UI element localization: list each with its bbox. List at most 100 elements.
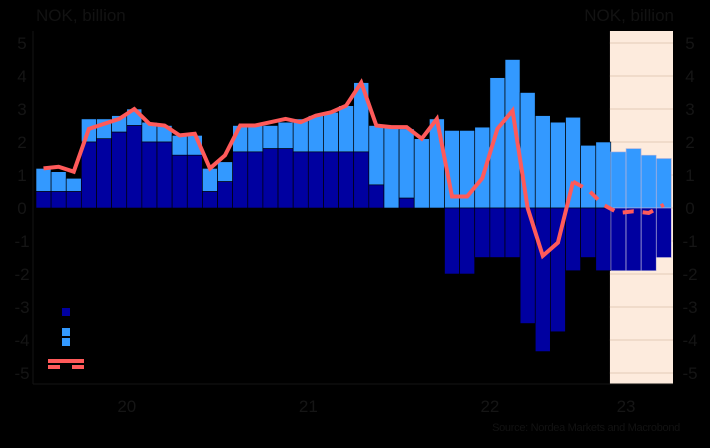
bar-dark <box>156 141 173 209</box>
bar-light <box>534 115 551 209</box>
right-axis-title: NOK, billion <box>584 6 674 25</box>
y-tick-label-right: 0 <box>685 199 694 218</box>
bar-dark <box>353 151 370 209</box>
dark-bar-swatch <box>62 308 70 316</box>
bar-light <box>625 148 642 209</box>
bar-dark <box>398 197 415 209</box>
y-tick-label-left: -3 <box>14 298 29 317</box>
bar-dark <box>126 125 143 209</box>
y-tick-label-right: 2 <box>685 133 694 152</box>
bar-light <box>656 158 672 209</box>
y-tick-label-right: 4 <box>685 67 694 86</box>
bar-dark <box>232 151 248 209</box>
bar-dark <box>96 138 112 209</box>
bar-dark <box>262 148 279 209</box>
source-note: Source: Nordea Markets and Macrobond <box>492 422 680 434</box>
bar-dark <box>217 181 233 209</box>
dashed-line-swatch <box>48 365 60 369</box>
bar-dark <box>323 151 339 209</box>
bar-light <box>519 92 536 209</box>
bar-light <box>429 118 445 209</box>
y-tick-label-left: 0 <box>17 199 26 218</box>
y-tick-label-left: -5 <box>14 364 29 383</box>
y-tick-label-right: -5 <box>682 364 697 383</box>
bar-dark-negative <box>610 207 627 272</box>
light-bar-swatch <box>62 328 70 336</box>
bar-dark <box>202 191 218 209</box>
bar-dark <box>247 151 264 209</box>
bar-dark-negative <box>504 207 521 258</box>
bar-light <box>323 112 339 153</box>
bar-dark <box>111 131 127 209</box>
net-line-forecast-dashed <box>572 179 665 216</box>
bar-light <box>398 128 415 199</box>
bar-light <box>383 125 400 209</box>
y-tick-label-left: -1 <box>14 232 29 251</box>
x-tick-label: 22 <box>480 397 499 416</box>
y-tick-label-left: -2 <box>14 265 29 284</box>
bar-dark <box>171 154 188 209</box>
bar-dark <box>50 191 67 209</box>
bar-dark-negative <box>489 207 506 258</box>
bar-dark-negative <box>474 207 491 258</box>
bar-dark-negative <box>534 207 551 352</box>
bar-dark <box>65 191 82 209</box>
bar-light <box>247 125 264 153</box>
bar-dark <box>187 154 203 209</box>
x-tick-label: 23 <box>617 397 636 416</box>
bar-light <box>565 116 581 209</box>
bar-light <box>368 125 385 186</box>
bar-light <box>262 125 279 149</box>
dashed-line-swatch <box>72 365 84 369</box>
solid-line-swatch <box>48 359 84 363</box>
bar-dark-negative <box>625 207 642 272</box>
bar-light <box>308 115 324 153</box>
bar-dark-negative <box>656 207 672 258</box>
bar-light <box>50 171 67 192</box>
bar-dark <box>277 148 294 209</box>
y-tick-label-left: -4 <box>14 331 29 350</box>
bar-dark-negative <box>444 207 460 275</box>
bar-dark <box>292 151 309 209</box>
y-tick-label-right: 3 <box>685 100 694 119</box>
bar-light <box>413 138 430 209</box>
x-tick-label: 20 <box>117 397 136 416</box>
bar-light <box>35 168 52 192</box>
bar-dark <box>368 184 385 209</box>
bar-light <box>65 178 82 192</box>
net-line-solid <box>43 78 575 260</box>
bar-dark-negative <box>459 207 475 275</box>
bar-light <box>171 135 188 156</box>
y-tick-label-left: 1 <box>17 166 26 185</box>
y-tick-label-left: 2 <box>17 133 26 152</box>
y-tick-label-right: -2 <box>682 265 697 284</box>
bar-light <box>217 161 233 182</box>
bar-dark-negative <box>640 207 657 272</box>
bar-dark <box>308 151 324 209</box>
y-tick-label-left: 3 <box>17 100 26 119</box>
y-tick-label-right: -1 <box>682 232 697 251</box>
bar-dark <box>338 151 354 209</box>
y-tick-label-left: 5 <box>17 34 26 53</box>
bar-dark <box>81 141 97 209</box>
y-tick-label-right: -4 <box>682 331 697 350</box>
left-axis-title: NOK, billion <box>36 6 126 25</box>
bar-light <box>202 168 218 192</box>
bar-dark-negative <box>595 207 612 272</box>
bar-light <box>277 121 294 149</box>
x-tick-label: 21 <box>299 397 318 416</box>
y-tick-label-right: 1 <box>685 166 694 185</box>
bar-dark-negative <box>580 207 596 258</box>
bar-light <box>580 145 596 209</box>
bar-dark <box>141 141 158 209</box>
bar-light <box>550 121 566 209</box>
bar-dark-negative <box>565 207 581 272</box>
y-tick-label-right: -3 <box>682 298 697 317</box>
light-bar-swatch <box>62 338 70 346</box>
bar-light <box>640 154 657 209</box>
bar-light <box>338 105 354 153</box>
bar-light <box>610 151 627 209</box>
y-tick-label-left: 4 <box>17 67 26 86</box>
y-tick-label-right: 5 <box>685 34 694 53</box>
